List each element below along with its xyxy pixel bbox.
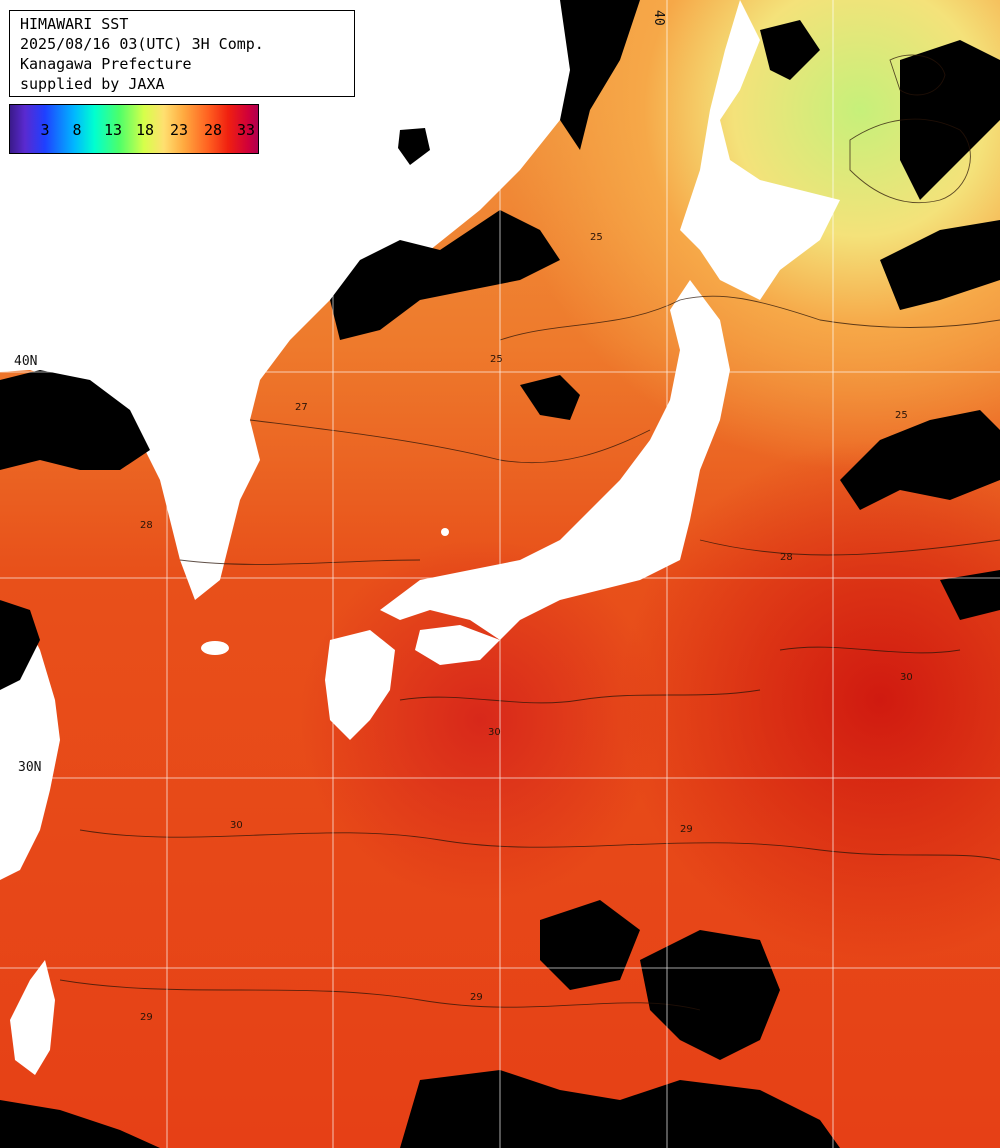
legend-tick: 33: [236, 121, 256, 139]
contour-label: 30: [230, 820, 243, 831]
cloud-south-2: [640, 930, 780, 1060]
isotherm-27: [249, 419, 651, 464]
contour-label: 30: [900, 672, 913, 683]
jeju-island: [201, 641, 229, 655]
cloud-central: [520, 375, 580, 420]
cloud-south-3: [400, 1070, 840, 1148]
data-source: supplied by JAXA: [20, 75, 165, 93]
isotherm-contours: [59, 54, 1000, 1011]
hokkaido: [680, 0, 840, 300]
isotherm-25: [499, 295, 1000, 341]
legend-tick: 23: [169, 121, 189, 139]
cloud-northeast-2: [900, 40, 1000, 200]
legend-tick: 3: [40, 121, 50, 139]
shikoku: [415, 625, 500, 665]
legend-tick: 8: [72, 121, 82, 139]
lat-label-40n: 40N: [14, 354, 38, 369]
legend-tick-labels: 3 8 13 18 23 28 33: [10, 121, 258, 139]
cloud-north-1: [330, 210, 560, 340]
contour-labels: 25 25 25 27 28 28 29 29 29 30 30 30: [140, 232, 913, 1023]
small-island-1: [441, 528, 449, 536]
temperature-color-scale: 3 8 13 18 23 28 33: [9, 104, 259, 154]
cloud-east-2: [940, 570, 1000, 620]
cloud-northeast-1: [760, 20, 820, 80]
contour-label: 27: [295, 402, 308, 413]
contour-label: 28: [140, 520, 153, 531]
honshu: [380, 280, 730, 640]
cloud-west-2: [0, 600, 40, 690]
product-title: HIMAWARI SST: [20, 15, 129, 33]
cloud-east-1: [840, 410, 1000, 510]
organization: Kanagawa Prefecture: [20, 55, 192, 73]
contour-label: 29: [680, 824, 693, 835]
kyushu: [325, 630, 395, 740]
taiwan: [10, 960, 55, 1075]
cloud-west-1: [0, 370, 150, 470]
lon-label-top: 40: [651, 10, 666, 26]
legend-tick: 13: [103, 121, 123, 139]
isotherm-29-b: [59, 979, 701, 1011]
cloud-north-2: [560, 0, 640, 150]
contour-label: 25: [590, 232, 603, 243]
contour-label: 25: [490, 354, 503, 365]
contour-label: 30: [488, 727, 501, 738]
isotherm-28-b: [699, 539, 1000, 556]
cloud-northeast-3: [880, 220, 1000, 310]
lat-label-30n: 30N: [18, 760, 42, 775]
contour-label: 25: [895, 410, 908, 421]
observation-time: 2025/08/16 03(UTC) 3H Comp.: [20, 35, 264, 53]
cloud-southwest: [0, 1100, 160, 1148]
isotherm-28-a: [179, 559, 421, 565]
contour-label: 29: [140, 1012, 153, 1023]
contour-label: 29: [470, 992, 483, 1003]
isotherm-30-a: [399, 689, 761, 704]
isotherm-cold-b: [889, 54, 946, 96]
contour-label: 28: [780, 552, 793, 563]
cloud-island-north: [398, 128, 430, 165]
legend-tick: 28: [203, 121, 223, 139]
isotherm-30-b: [779, 646, 961, 654]
cloud-south-1: [540, 900, 640, 990]
legend-tick: 18: [135, 121, 155, 139]
info-box: HIMAWARI SST 2025/08/16 03(UTC) 3H Comp.…: [9, 10, 355, 97]
isotherm-cold-a: [849, 118, 971, 204]
isotherm-29-a: [79, 829, 1000, 861]
